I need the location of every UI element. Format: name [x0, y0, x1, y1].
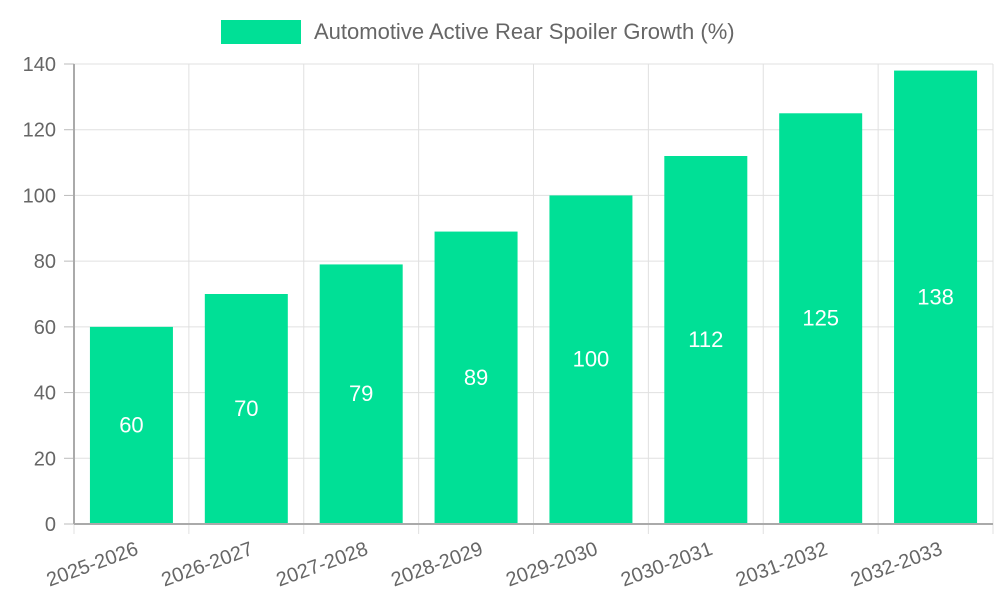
y-tick-label: 80	[34, 251, 56, 273]
x-tick-label: 2029-2030	[503, 538, 600, 591]
x-tick-label: 2026-2027	[159, 538, 256, 591]
bar	[549, 195, 633, 524]
chart-legend[interactable]: Automotive Active Rear Spoiler Growth (%…	[221, 19, 735, 45]
bar-value-label: 138	[917, 284, 954, 309]
y-tick-label: 120	[23, 120, 56, 142]
bar	[434, 231, 518, 525]
bar-value-label: 112	[688, 327, 723, 352]
x-tick-label: 2025-2026	[44, 538, 141, 591]
legend-swatch	[221, 20, 301, 44]
y-tick-label: 140	[23, 54, 56, 76]
legend-label: Automotive Active Rear Spoiler Growth (%…	[314, 19, 735, 44]
bar	[894, 70, 978, 525]
x-tick-label: 2027-2028	[273, 538, 370, 591]
bar-value-label: 89	[464, 365, 488, 390]
bar-value-label: 79	[349, 381, 373, 406]
bar	[779, 113, 863, 525]
x-tick-label: 2031-2032	[733, 538, 830, 591]
x-tick-label: 2032-2033	[848, 538, 945, 591]
bar-value-label: 70	[234, 396, 258, 421]
y-tick-label: 60	[34, 317, 56, 339]
bar	[664, 156, 748, 524]
y-tick-label: 20	[34, 448, 56, 470]
x-tick-label: 2028-2029	[388, 538, 485, 591]
y-tick-label: 100	[23, 185, 56, 207]
y-tick-label: 40	[34, 383, 56, 405]
bar-value-label: 125	[802, 306, 839, 331]
bar-value-label: 100	[573, 347, 610, 372]
bar	[319, 264, 403, 524]
x-tick-label: 2030-2031	[618, 538, 715, 591]
bar	[89, 326, 173, 524]
bar-value-label: 60	[119, 412, 143, 437]
bar	[204, 294, 288, 524]
y-tick-label: 0	[45, 514, 56, 536]
